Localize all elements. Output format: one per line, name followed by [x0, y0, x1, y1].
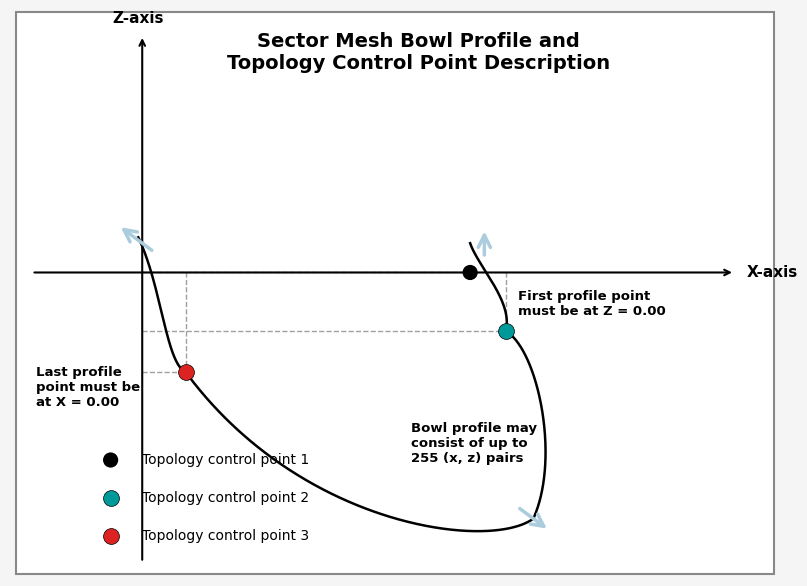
- Text: Z-axis: Z-axis: [112, 11, 164, 26]
- Text: Topology control point 2: Topology control point 2: [142, 491, 309, 505]
- Text: X-axis: X-axis: [746, 265, 798, 280]
- Text: Bowl profile may
consist of up to
255 (x, z) pairs: Bowl profile may consist of up to 255 (x…: [411, 422, 537, 465]
- Text: First profile point
must be at Z = 0.00: First profile point must be at Z = 0.00: [517, 290, 665, 318]
- Text: Topology control point 3: Topology control point 3: [142, 529, 309, 543]
- Text: Sector Mesh Bowl Profile and
Topology Control Point Description: Sector Mesh Bowl Profile and Topology Co…: [228, 32, 610, 73]
- Text: Last profile
point must be
at X = 0.00: Last profile point must be at X = 0.00: [36, 366, 140, 409]
- Point: [104, 532, 117, 541]
- FancyBboxPatch shape: [16, 12, 775, 574]
- Point: [500, 326, 512, 336]
- Point: [464, 268, 477, 277]
- Point: [179, 367, 192, 377]
- Point: [104, 493, 117, 503]
- Point: [104, 455, 117, 465]
- Text: Topology control point 1: Topology control point 1: [142, 453, 309, 467]
